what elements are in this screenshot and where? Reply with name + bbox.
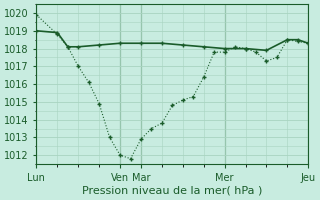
X-axis label: Pression niveau de la mer( hPa ): Pression niveau de la mer( hPa ) xyxy=(82,186,262,196)
